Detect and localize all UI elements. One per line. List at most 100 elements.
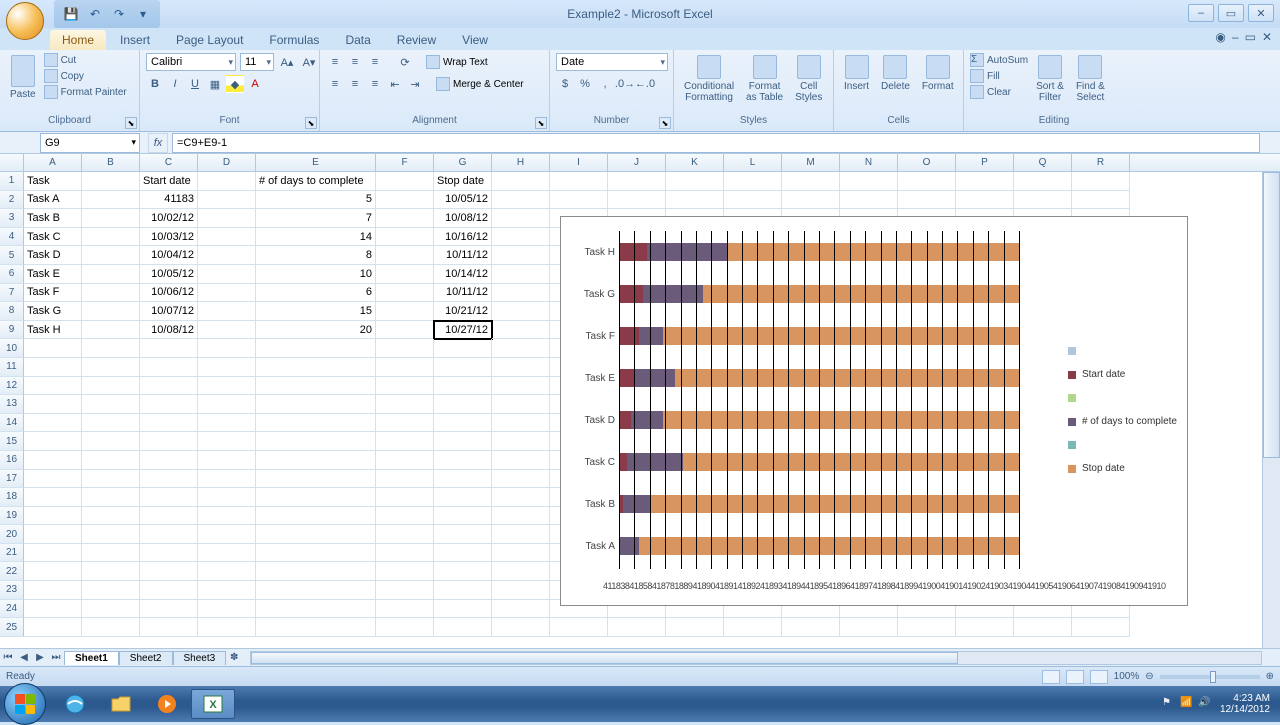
cell-H18[interactable]: [492, 488, 550, 507]
zoom-thumb[interactable]: [1210, 671, 1216, 683]
cell-C20[interactable]: [140, 525, 198, 544]
fill-color-button[interactable]: ◆: [226, 75, 244, 93]
cell-B6[interactable]: [82, 265, 140, 284]
cell-A19[interactable]: [24, 507, 82, 526]
cell-D3[interactable]: [198, 209, 256, 228]
close-button[interactable]: ✕: [1248, 4, 1274, 22]
cell-D24[interactable]: [198, 600, 256, 619]
cell-G9[interactable]: 10/27/12: [434, 321, 492, 340]
row-header-17[interactable]: 17: [0, 470, 24, 489]
cell-E5[interactable]: 8: [256, 246, 376, 265]
cell-C6[interactable]: 10/05/12: [140, 265, 198, 284]
increase-indent-icon[interactable]: ⇥: [406, 75, 424, 93]
cell-C17[interactable]: [140, 470, 198, 489]
cell-A8[interactable]: Task G: [24, 302, 82, 321]
col-header-A[interactable]: A: [24, 154, 82, 171]
cell-D11[interactable]: [198, 358, 256, 377]
cell-A12[interactable]: [24, 377, 82, 396]
cell-O1[interactable]: [898, 172, 956, 191]
col-header-Q[interactable]: Q: [1014, 154, 1072, 171]
col-header-C[interactable]: C: [140, 154, 198, 171]
tab-formulas[interactable]: Formulas: [257, 30, 331, 50]
cell-A23[interactable]: [24, 581, 82, 600]
cell-E19[interactable]: [256, 507, 376, 526]
col-header-M[interactable]: M: [782, 154, 840, 171]
cell-N2[interactable]: [840, 191, 898, 210]
inner-close-icon[interactable]: ✕: [1262, 30, 1272, 44]
cell-A7[interactable]: Task F: [24, 284, 82, 303]
cell-F22[interactable]: [376, 562, 434, 581]
undo-icon[interactable]: ↶: [86, 5, 104, 23]
select-all-corner[interactable]: [0, 154, 24, 171]
cell-H6[interactable]: [492, 265, 550, 284]
row-header-25[interactable]: 25: [0, 618, 24, 637]
cell-H23[interactable]: [492, 581, 550, 600]
taskbar-excel[interactable]: X: [191, 689, 235, 719]
cell-B21[interactable]: [82, 544, 140, 563]
cell-H3[interactable]: [492, 209, 550, 228]
cell-H10[interactable]: [492, 339, 550, 358]
cell-F8[interactable]: [376, 302, 434, 321]
col-header-E[interactable]: E: [256, 154, 376, 171]
cell-E16[interactable]: [256, 451, 376, 470]
cell-C23[interactable]: [140, 581, 198, 600]
cell-D13[interactable]: [198, 395, 256, 414]
cell-C15[interactable]: [140, 432, 198, 451]
cell-R25[interactable]: [1072, 618, 1130, 637]
row-header-22[interactable]: 22: [0, 562, 24, 581]
sheet-tab-sheet3[interactable]: Sheet3: [173, 651, 227, 665]
row-header-6[interactable]: 6: [0, 265, 24, 284]
cell-F14[interactable]: [376, 414, 434, 433]
number-format-combo[interactable]: Date: [556, 53, 668, 71]
align-left-icon[interactable]: ≡: [326, 75, 344, 93]
col-header-G[interactable]: G: [434, 154, 492, 171]
cell-A21[interactable]: [24, 544, 82, 563]
cell-H16[interactable]: [492, 451, 550, 470]
row-header-12[interactable]: 12: [0, 377, 24, 396]
cell-E13[interactable]: [256, 395, 376, 414]
cell-L1[interactable]: [724, 172, 782, 191]
cell-H15[interactable]: [492, 432, 550, 451]
alignment-dialog-launcher[interactable]: ⬊: [535, 117, 547, 129]
cell-C11[interactable]: [140, 358, 198, 377]
cell-A17[interactable]: [24, 470, 82, 489]
col-header-J[interactable]: J: [608, 154, 666, 171]
sheet-tab-sheet2[interactable]: Sheet2: [119, 651, 173, 665]
currency-icon[interactable]: $: [556, 75, 574, 93]
cell-D19[interactable]: [198, 507, 256, 526]
cell-D22[interactable]: [198, 562, 256, 581]
cell-E3[interactable]: 7: [256, 209, 376, 228]
cell-C16[interactable]: [140, 451, 198, 470]
merge-center-button[interactable]: Merge & Center: [436, 75, 524, 93]
underline-button[interactable]: U: [186, 75, 204, 93]
page-layout-view-button[interactable]: [1066, 670, 1084, 684]
tab-insert[interactable]: Insert: [108, 30, 162, 50]
zoom-out-button[interactable]: ⊖: [1145, 671, 1153, 682]
cell-C1[interactable]: Start date: [140, 172, 198, 191]
cell-G6[interactable]: 10/14/12: [434, 265, 492, 284]
cell-E17[interactable]: [256, 470, 376, 489]
cell-Q1[interactable]: [1014, 172, 1072, 191]
start-button[interactable]: [4, 683, 46, 725]
taskbar-ie[interactable]: [53, 689, 97, 719]
gantt-chart[interactable]: Task HTask GTask FTask ETask DTask CTask…: [560, 216, 1188, 606]
conditional-formatting-button[interactable]: Conditional Formatting: [680, 53, 738, 105]
cell-E7[interactable]: 6: [256, 284, 376, 303]
vscroll-thumb[interactable]: [1263, 172, 1280, 458]
cell-A4[interactable]: Task C: [24, 228, 82, 247]
cell-D15[interactable]: [198, 432, 256, 451]
cell-B3[interactable]: [82, 209, 140, 228]
cell-R1[interactable]: [1072, 172, 1130, 191]
cell-G25[interactable]: [434, 618, 492, 637]
cell-F11[interactable]: [376, 358, 434, 377]
find-select-button[interactable]: Find & Select: [1072, 53, 1109, 105]
cell-A24[interactable]: [24, 600, 82, 619]
copy-button[interactable]: Copy: [44, 69, 127, 83]
wrap-text-button[interactable]: Wrap Text: [426, 53, 488, 71]
cell-H5[interactable]: [492, 246, 550, 265]
cell-G22[interactable]: [434, 562, 492, 581]
new-sheet-button[interactable]: ✽: [226, 650, 242, 666]
row-header-20[interactable]: 20: [0, 525, 24, 544]
tab-home[interactable]: Home: [50, 30, 106, 50]
cell-F17[interactable]: [376, 470, 434, 489]
